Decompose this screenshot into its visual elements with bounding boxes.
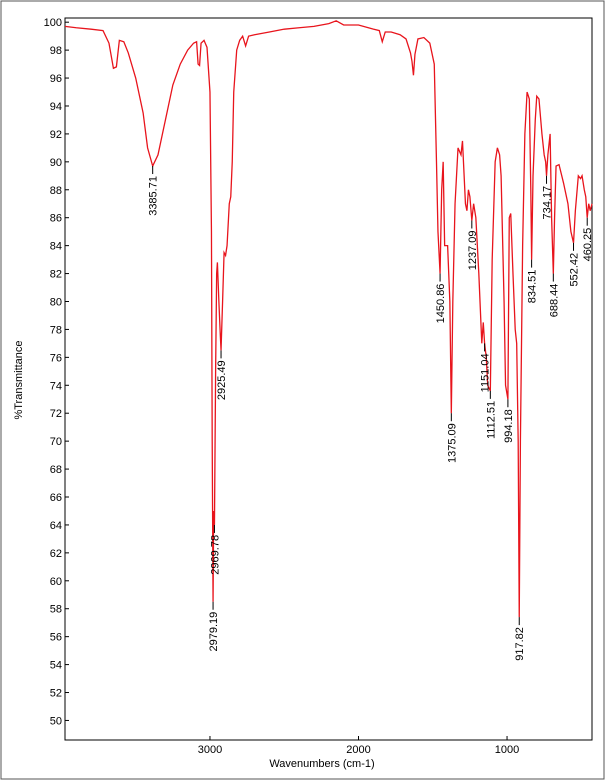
y-tick-label: 76 xyxy=(50,352,62,364)
y-tick-label: 70 xyxy=(50,436,62,448)
y-tick-label: 50 xyxy=(50,715,62,727)
y-axis-label: %Transmittance xyxy=(13,340,25,419)
peak-label: 2979.19 xyxy=(208,612,220,652)
y-tick-label: 96 xyxy=(50,73,62,85)
peak-label: 917.82 xyxy=(514,627,526,661)
y-tick-label: 92 xyxy=(50,129,62,141)
y-tick-label: 90 xyxy=(50,157,62,169)
y-tick-label: 94 xyxy=(50,101,62,113)
peak-label: 3385.71 xyxy=(148,176,160,216)
y-tick-label: 56 xyxy=(50,632,62,644)
peak-label: 2969.78 xyxy=(209,535,221,575)
y-tick-label: 88 xyxy=(50,185,62,197)
y-tick-label: 80 xyxy=(50,296,62,308)
plot-frame xyxy=(64,17,593,741)
x-tick-label: 2000 xyxy=(346,744,370,756)
y-tick-label: 82 xyxy=(50,269,62,281)
spectrum-line xyxy=(64,20,593,618)
peak-label: 834.51 xyxy=(527,270,539,304)
peak-label: 2925.49 xyxy=(216,360,228,400)
peak-label: 1237.09 xyxy=(467,230,479,270)
y-tick-label: 64 xyxy=(50,520,62,532)
y-tick-label: 60 xyxy=(50,576,62,588)
x-tick-label: 1000 xyxy=(495,744,519,756)
y-tick-label: 98 xyxy=(50,45,62,57)
peak-label: 994.18 xyxy=(503,409,515,443)
y-tick-label: 66 xyxy=(50,492,62,504)
peak-label: 552.42 xyxy=(569,253,581,287)
y-tick-label: 54 xyxy=(50,660,62,672)
y-tick-label: 78 xyxy=(50,324,62,336)
y-tick-label: 86 xyxy=(50,213,62,225)
peak-label: 460.25 xyxy=(582,228,594,262)
y-tick-label: 68 xyxy=(50,464,62,476)
y-tick-label: 58 xyxy=(50,604,62,616)
y-tick-label: 100 xyxy=(44,17,62,29)
y-tick-label: 62 xyxy=(50,548,62,560)
peak-label: 1375.09 xyxy=(446,423,458,463)
peak-label: 734.17 xyxy=(542,186,554,220)
y-tick-label: 72 xyxy=(50,408,62,420)
x-tick-label: 3000 xyxy=(198,744,222,756)
peak-label: 688.44 xyxy=(548,284,560,318)
x-axis-label: Wavenumbers (cm-1) xyxy=(269,758,374,770)
peak-label: 1450.86 xyxy=(435,284,447,324)
y-tick-label: 52 xyxy=(50,688,62,700)
y-tick-label: 84 xyxy=(50,241,62,253)
y-tick-label: 74 xyxy=(50,380,62,392)
peak-label: 1151.04 xyxy=(480,353,492,392)
peak-label: 1112.51 xyxy=(485,401,497,439)
